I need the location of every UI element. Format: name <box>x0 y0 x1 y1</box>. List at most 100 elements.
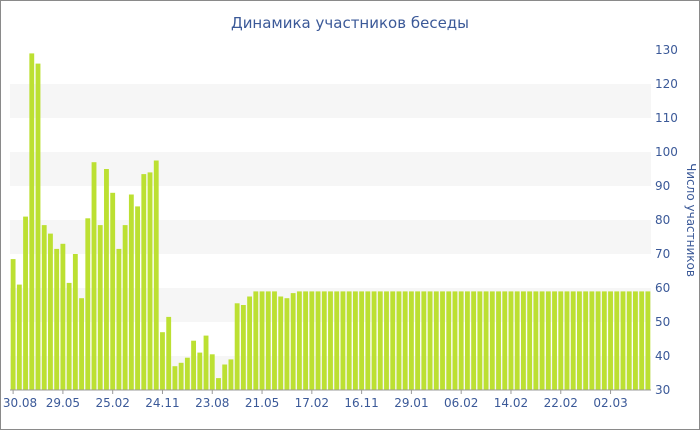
bar <box>272 291 277 390</box>
bars <box>10 53 651 391</box>
x-tick-label: 25.02 <box>96 396 130 410</box>
bar <box>191 340 197 390</box>
y-tick-label: 30 <box>655 383 670 397</box>
y-tick-label: 90 <box>655 179 670 193</box>
y-tick-labels: 30 40 50 60 70 80 90 100 110 120 130 <box>655 43 678 397</box>
bar <box>247 296 253 390</box>
x-tick-label: 23.08 <box>195 396 229 410</box>
bar <box>110 192 116 390</box>
bar <box>284 298 290 390</box>
bar <box>564 291 570 390</box>
bar <box>128 194 134 390</box>
grid-band <box>10 220 651 254</box>
x-tick-label: 06.02 <box>444 396 478 410</box>
x-tick-label: 21.05 <box>245 396 279 410</box>
y-tick-label: 40 <box>655 349 670 363</box>
bar <box>377 291 383 390</box>
bar <box>309 291 315 390</box>
bar <box>23 216 28 390</box>
x-tick-label: 29.01 <box>394 396 428 410</box>
bar <box>166 316 172 390</box>
bar <box>608 291 613 390</box>
bar <box>595 291 601 390</box>
grid-band <box>10 84 651 118</box>
bar <box>141 174 147 390</box>
bar <box>48 233 53 390</box>
x-tick-label: 16.11 <box>344 396 378 410</box>
bar <box>315 291 321 390</box>
chart-title: Динамика участников беседы <box>230 14 470 32</box>
bar <box>639 291 645 390</box>
bar <box>85 218 91 390</box>
bar <box>296 291 302 390</box>
bar <box>577 291 582 390</box>
bar <box>216 378 221 390</box>
bar <box>427 291 433 390</box>
bar <box>328 291 333 390</box>
y-tick-label: 80 <box>655 213 670 227</box>
y-tick-label: 60 <box>655 281 670 295</box>
bar <box>197 352 203 390</box>
bar <box>153 160 159 390</box>
bar <box>514 291 520 390</box>
bar <box>521 291 526 390</box>
bar <box>253 291 259 390</box>
bar <box>178 362 184 390</box>
bar <box>60 243 66 390</box>
bar <box>496 291 501 390</box>
bar <box>334 291 340 390</box>
y-axis-label: Число участников <box>684 163 698 277</box>
bar <box>116 248 122 390</box>
bar <box>539 291 545 390</box>
bar <box>464 291 470 390</box>
y-tick-label: 100 <box>655 145 678 159</box>
bar <box>234 303 240 390</box>
x-tick-label: 22.02 <box>544 396 578 410</box>
bar <box>184 357 190 390</box>
bar <box>104 169 109 390</box>
x-tick-label: 14.02 <box>494 396 528 410</box>
grid-band <box>10 152 651 186</box>
bar <box>160 332 165 390</box>
bar <box>222 364 228 390</box>
bar <box>122 225 128 390</box>
bar <box>54 248 60 390</box>
bar <box>489 291 495 390</box>
bar <box>620 291 626 390</box>
bar <box>601 291 607 390</box>
bar <box>97 225 103 390</box>
bar <box>477 291 483 390</box>
bar <box>321 291 327 390</box>
bar <box>10 259 16 390</box>
bar <box>421 291 427 390</box>
bar <box>209 354 215 390</box>
bar <box>41 225 47 390</box>
bar <box>172 366 178 390</box>
bar <box>446 291 452 390</box>
bar <box>303 291 309 390</box>
bar <box>502 291 508 390</box>
bar <box>570 291 576 390</box>
x-tick-label: 29.05 <box>46 396 80 410</box>
bar <box>452 291 458 390</box>
bar <box>35 63 41 390</box>
y-tick-label: 50 <box>655 315 670 329</box>
bar <box>545 291 551 390</box>
x-tick-label: 17.02 <box>295 396 329 410</box>
bar <box>583 291 589 390</box>
bar <box>589 291 595 390</box>
bar <box>408 291 414 390</box>
x-tick-label: 24.11 <box>145 396 179 410</box>
bar <box>259 291 265 390</box>
bar <box>228 359 234 390</box>
bar <box>633 291 638 390</box>
bar <box>402 291 408 390</box>
y-tick-label: 120 <box>655 77 678 91</box>
bar <box>415 291 421 390</box>
bar <box>384 291 389 390</box>
bar <box>527 291 533 390</box>
bar <box>440 291 445 390</box>
bar <box>365 291 371 390</box>
bar <box>508 291 514 390</box>
